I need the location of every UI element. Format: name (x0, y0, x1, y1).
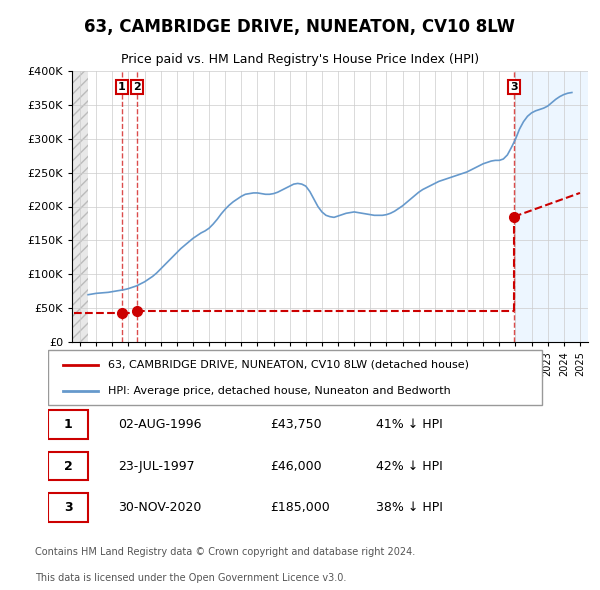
Text: 1: 1 (64, 418, 73, 431)
Bar (72, 71, 88, 342)
Text: 3: 3 (510, 82, 518, 92)
Text: 2: 2 (133, 82, 141, 92)
Text: Price paid vs. HM Land Registry's House Price Index (HPI): Price paid vs. HM Land Registry's House … (121, 53, 479, 66)
Text: This data is licensed under the Open Government Licence v3.0.: This data is licensed under the Open Gov… (35, 573, 347, 584)
Text: £46,000: £46,000 (270, 460, 322, 473)
Text: 63, CAMBRIDGE DRIVE, NUNEATON, CV10 8LW (detached house): 63, CAMBRIDGE DRIVE, NUNEATON, CV10 8LW … (109, 360, 469, 369)
FancyBboxPatch shape (48, 350, 542, 405)
Text: 63, CAMBRIDGE DRIVE, NUNEATON, CV10 8LW: 63, CAMBRIDGE DRIVE, NUNEATON, CV10 8LW (85, 18, 515, 36)
Text: £43,750: £43,750 (270, 418, 322, 431)
Text: HPI: Average price, detached house, Nuneaton and Bedworth: HPI: Average price, detached house, Nune… (109, 386, 451, 395)
Text: 02-AUG-1996: 02-AUG-1996 (119, 418, 202, 431)
Text: 38% ↓ HPI: 38% ↓ HPI (376, 501, 442, 514)
Bar (515, 71, 588, 342)
Text: 2: 2 (64, 460, 73, 473)
Text: 3: 3 (64, 501, 73, 514)
Text: 41% ↓ HPI: 41% ↓ HPI (376, 418, 442, 431)
FancyBboxPatch shape (48, 493, 88, 522)
Text: 1: 1 (118, 82, 125, 92)
FancyBboxPatch shape (48, 410, 88, 439)
FancyBboxPatch shape (48, 452, 88, 480)
Text: 30-NOV-2020: 30-NOV-2020 (119, 501, 202, 514)
Text: 23-JUL-1997: 23-JUL-1997 (119, 460, 195, 473)
Text: £185,000: £185,000 (270, 501, 329, 514)
Text: Contains HM Land Registry data © Crown copyright and database right 2024.: Contains HM Land Registry data © Crown c… (35, 547, 416, 557)
Text: 42% ↓ HPI: 42% ↓ HPI (376, 460, 442, 473)
